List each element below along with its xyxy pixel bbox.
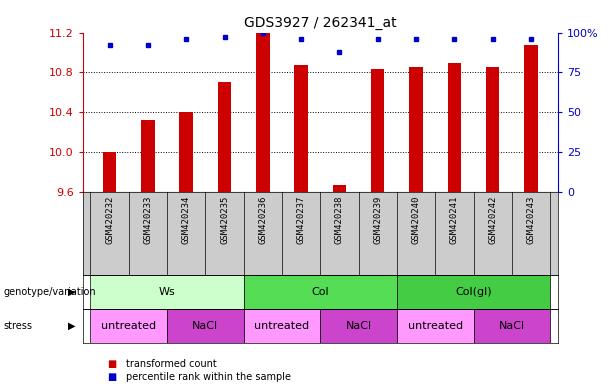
Bar (524, 45, 538, 192)
Bar (103, 152, 116, 192)
Text: GSM420232: GSM420232 (105, 195, 114, 244)
Text: stress: stress (3, 321, 32, 331)
Text: untreated: untreated (254, 321, 310, 331)
Bar (91, 309, 167, 343)
Bar (486, 66, 500, 192)
Text: transformed count: transformed count (126, 359, 216, 369)
Text: GSM420236: GSM420236 (258, 195, 267, 244)
Bar (244, 309, 321, 343)
Text: untreated: untreated (101, 321, 156, 331)
Bar (397, 275, 550, 309)
Text: GSM420240: GSM420240 (411, 195, 421, 244)
Text: NaCl: NaCl (499, 321, 525, 331)
Text: GSM420237: GSM420237 (297, 195, 306, 244)
Bar (91, 275, 244, 309)
Text: GSM420233: GSM420233 (143, 195, 153, 244)
Bar (397, 309, 474, 343)
Text: GSM420241: GSM420241 (450, 195, 459, 244)
Bar (447, 63, 461, 192)
Bar (141, 120, 154, 192)
Text: GSM420234: GSM420234 (181, 195, 191, 244)
Text: GSM420235: GSM420235 (220, 195, 229, 244)
Text: GSM420242: GSM420242 (488, 195, 497, 244)
Bar (321, 309, 397, 343)
Bar (371, 70, 384, 192)
Bar (333, 185, 346, 192)
Text: genotype/variation: genotype/variation (3, 287, 96, 297)
Bar (167, 309, 244, 343)
Bar (256, 33, 270, 192)
Text: percentile rank within the sample: percentile rank within the sample (126, 372, 291, 382)
Bar (244, 275, 397, 309)
Text: ■: ■ (107, 359, 116, 369)
Bar (474, 309, 550, 343)
Text: GSM420243: GSM420243 (527, 195, 536, 244)
Bar (180, 112, 193, 192)
Text: ▶: ▶ (68, 287, 75, 297)
Text: untreated: untreated (408, 321, 463, 331)
Text: NaCl: NaCl (192, 321, 218, 331)
Text: Ws: Ws (159, 287, 175, 297)
Title: GDS3927 / 262341_at: GDS3927 / 262341_at (244, 16, 397, 30)
Text: GSM420239: GSM420239 (373, 195, 383, 244)
Bar (218, 83, 231, 192)
Text: GSM420238: GSM420238 (335, 195, 344, 244)
Text: NaCl: NaCl (346, 321, 371, 331)
Text: ■: ■ (107, 372, 116, 382)
Text: Col(gl): Col(gl) (455, 287, 492, 297)
Bar (409, 68, 423, 192)
Text: Col: Col (311, 287, 329, 297)
Text: ▶: ▶ (68, 321, 75, 331)
Bar (294, 65, 308, 192)
